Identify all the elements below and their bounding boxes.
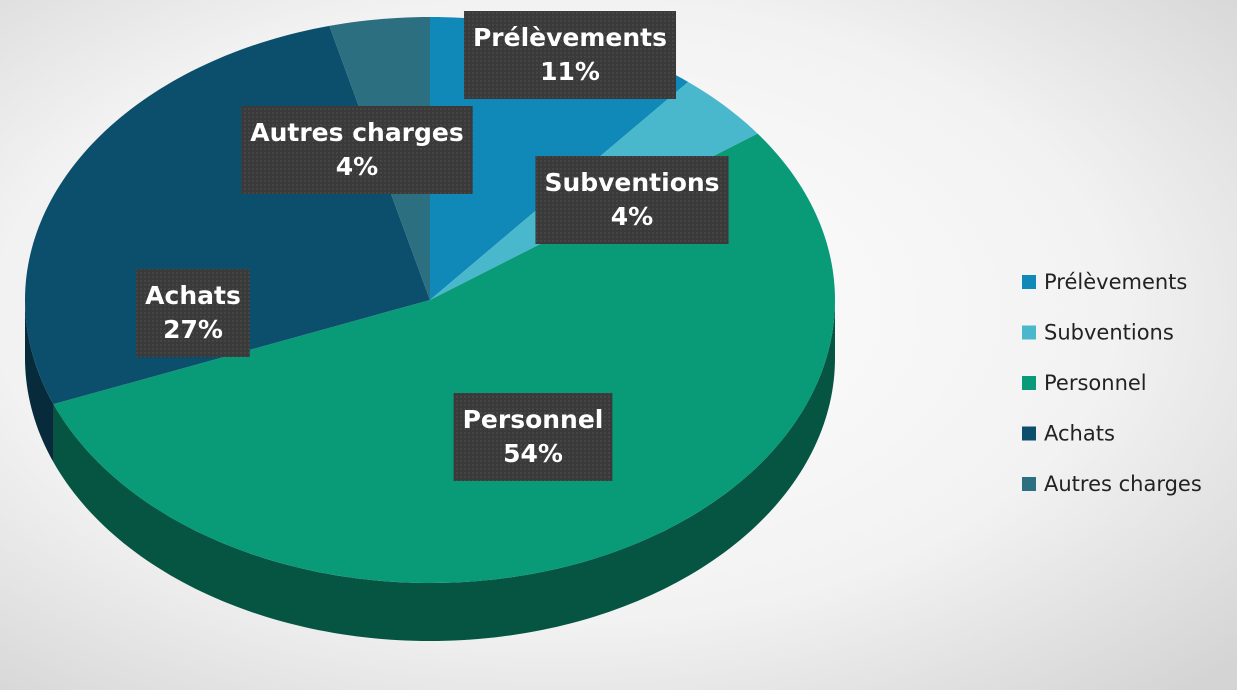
data-label: Prélèvements 11% — [463, 11, 677, 99]
label-box — [453, 393, 613, 481]
label-value: 27% — [163, 315, 223, 344]
legend-swatch — [1022, 275, 1036, 289]
label-box — [463, 11, 677, 99]
legend-label: Personnel — [1044, 371, 1147, 395]
legend-label: Achats — [1044, 422, 1115, 446]
data-label: Subventions 4% — [535, 156, 729, 244]
label-value: 11% — [540, 57, 600, 86]
legend: Prélèvements Subventions Personnel Achats Au… — [1022, 270, 1202, 496]
label-name: Achats — [145, 281, 241, 310]
label-box — [241, 106, 473, 194]
legend-label: Subventions — [1044, 321, 1174, 345]
legend-swatch — [1022, 325, 1036, 340]
label-name: Autres charges — [250, 118, 464, 147]
legend-swatch — [1022, 477, 1036, 491]
legend-label: Prélèvements — [1044, 270, 1187, 294]
slice-side — [25, 300, 54, 463]
data-label: Autres charges 4% — [241, 106, 473, 194]
slice-side — [53, 300, 835, 641]
slice — [53, 133, 835, 583]
label-name: Prélèvements — [473, 23, 667, 52]
label-box — [535, 156, 729, 244]
label-value: 54% — [503, 439, 563, 468]
label-box — [136, 269, 250, 357]
label-name: Personnel — [463, 405, 604, 434]
legend-label: Autres charges — [1044, 472, 1202, 496]
data-label: Achats 27% — [136, 269, 250, 357]
label-value: 4% — [336, 152, 378, 181]
label-value: 4% — [611, 202, 653, 231]
label-name: Subventions — [544, 168, 719, 197]
legend-swatch — [1022, 426, 1036, 441]
data-labels: Prélèvements 11% Subventions 4% Personnel 54%… — [136, 11, 729, 481]
legend-swatch — [1022, 376, 1036, 390]
data-label: Personnel 54% — [453, 393, 613, 481]
